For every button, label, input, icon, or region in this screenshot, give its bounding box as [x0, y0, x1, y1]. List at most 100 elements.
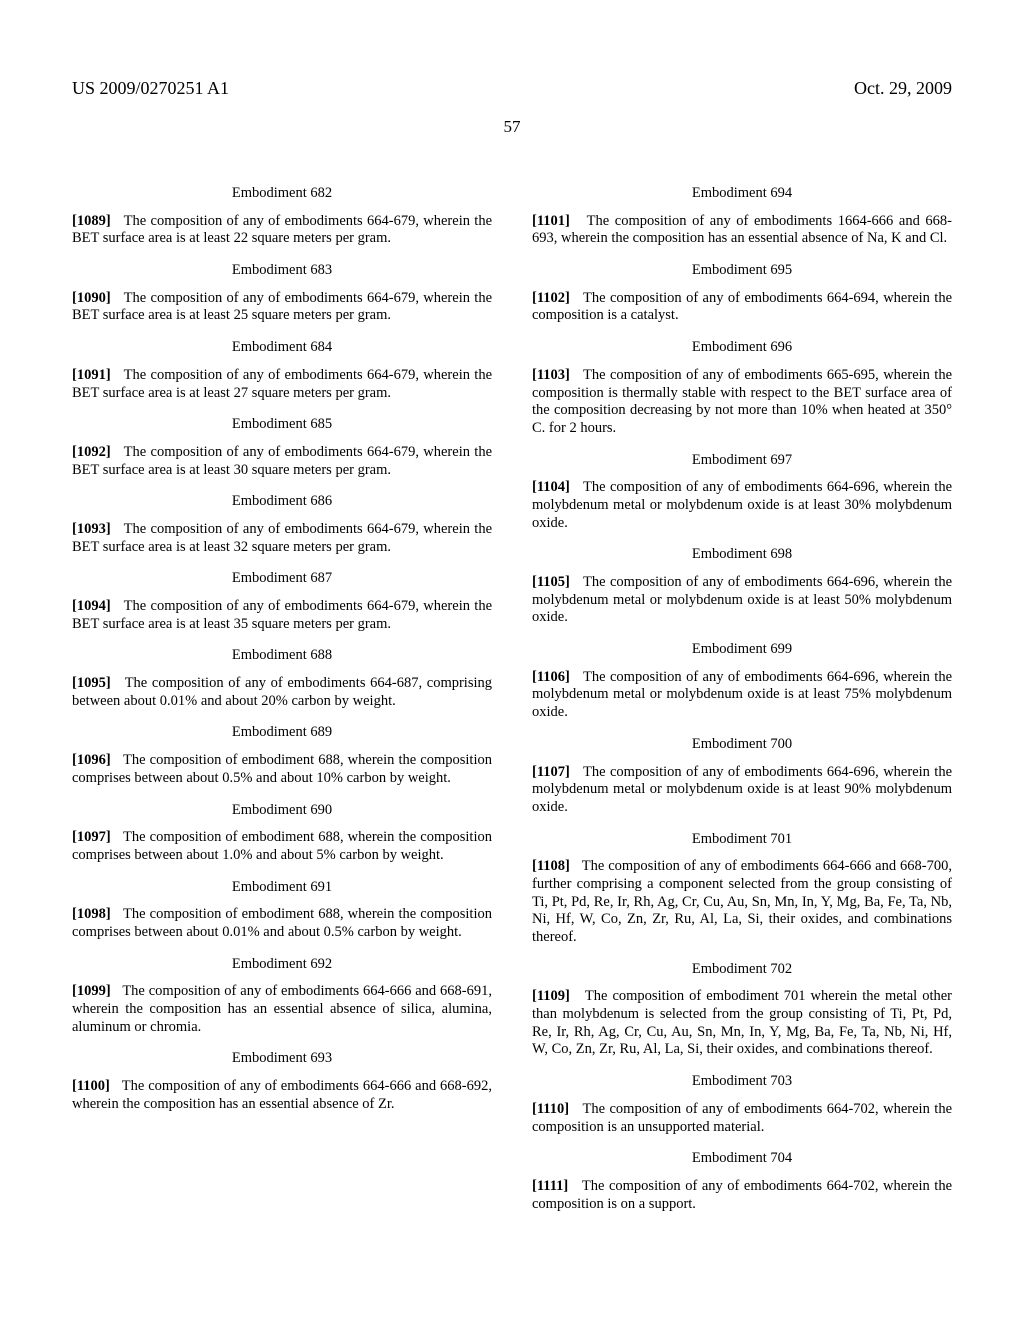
left-column: Embodiment 682 [1089] The composition of …: [72, 171, 492, 1217]
paragraph-text: The composition of any of embodiments 66…: [532, 1178, 952, 1212]
embodiment-paragraph: [1091] The composition of any of embodim…: [72, 367, 492, 402]
embodiment-title: Embodiment 698: [532, 546, 952, 564]
paragraph-number: [1094]: [72, 598, 111, 614]
embodiment-paragraph: [1096] The composition of embodiment 688…: [72, 752, 492, 787]
embodiment-title: Embodiment 702: [532, 961, 952, 979]
paragraph-number: [1102]: [532, 290, 570, 306]
paragraph-number: [1110]: [532, 1101, 569, 1117]
embodiment-title: Embodiment 697: [532, 452, 952, 470]
paragraph-number: [1109]: [532, 988, 570, 1004]
paragraph-text: The composition of any of embodiments 66…: [532, 764, 952, 815]
embodiment-title: Embodiment 701: [532, 831, 952, 849]
embodiment-paragraph: [1099] The composition of any of embodim…: [72, 983, 492, 1036]
paragraph-text: The composition of any of embodiments 66…: [72, 1078, 492, 1112]
embodiment-paragraph: [1102] The composition of any of embodim…: [532, 290, 952, 325]
paragraph-number: [1098]: [72, 906, 111, 922]
paragraph-text: The composition of any of embodiments 66…: [532, 1101, 952, 1135]
paragraph-text: The composition of any of embodiments 66…: [72, 521, 492, 555]
paragraph-text: The composition of any of embodiments 66…: [72, 675, 492, 709]
page: US 2009/0270251 A1 Oct. 29, 2009 57 Embo…: [0, 0, 1024, 1320]
paragraph-number: [1111]: [532, 1178, 568, 1194]
publication-number: US 2009/0270251 A1: [72, 78, 229, 99]
embodiment-paragraph: [1104] The composition of any of embodim…: [532, 479, 952, 532]
paragraph-text: The composition of any of embodiments 66…: [532, 669, 952, 720]
embodiment-paragraph: [1094] The composition of any of embodim…: [72, 598, 492, 633]
embodiment-title: Embodiment 694: [532, 185, 952, 203]
paragraph-number: [1105]: [532, 574, 570, 590]
embodiment-title: Embodiment 684: [72, 339, 492, 357]
paragraph-number: [1097]: [72, 829, 111, 845]
paragraph-text: The composition of embodiment 688, where…: [72, 829, 492, 863]
embodiment-paragraph: [1110] The composition of any of embodim…: [532, 1101, 952, 1136]
paragraph-number: [1108]: [532, 858, 570, 874]
embodiment-title: Embodiment 695: [532, 262, 952, 280]
paragraph-number: [1089]: [72, 213, 111, 229]
paragraph-number: [1106]: [532, 669, 570, 685]
embodiment-paragraph: [1089] The composition of any of embodim…: [72, 213, 492, 248]
embodiment-paragraph: [1090] The composition of any of embodim…: [72, 290, 492, 325]
embodiment-paragraph: [1093] The composition of any of embodim…: [72, 521, 492, 556]
embodiment-title: Embodiment 699: [532, 641, 952, 659]
paragraph-text: The composition of any of embodiments 66…: [72, 367, 492, 401]
paragraph-number: [1107]: [532, 764, 570, 780]
paragraph-text: The composition of any of embodiments 66…: [72, 598, 492, 632]
embodiment-paragraph: [1108] The composition of any of embodim…: [532, 858, 952, 946]
paragraph-number: [1101]: [532, 213, 570, 229]
embodiment-title: Embodiment 690: [72, 802, 492, 820]
embodiment-title: Embodiment 682: [72, 185, 492, 203]
paragraph-text: The composition of any of embodiments 66…: [532, 574, 952, 625]
paragraph-number: [1095]: [72, 675, 111, 691]
embodiment-paragraph: [1101] The composition of any of embodim…: [532, 213, 952, 248]
paragraph-text: The composition of any of embodiments 66…: [532, 479, 952, 530]
embodiment-paragraph: [1107] The composition of any of embodim…: [532, 764, 952, 817]
embodiment-paragraph: [1103] The composition of any of embodim…: [532, 367, 952, 438]
publication-date: Oct. 29, 2009: [854, 78, 952, 99]
embodiment-title: Embodiment 685: [72, 416, 492, 434]
embodiment-title: Embodiment 691: [72, 879, 492, 897]
page-header: US 2009/0270251 A1 Oct. 29, 2009: [72, 78, 952, 99]
paragraph-number: [1103]: [532, 367, 570, 383]
paragraph-text: The composition of embodiment 701 wherei…: [532, 988, 952, 1057]
paragraph-number: [1092]: [72, 444, 111, 460]
embodiment-title: Embodiment 692: [72, 956, 492, 974]
paragraph-number: [1090]: [72, 290, 111, 306]
embodiment-title: Embodiment 683: [72, 262, 492, 280]
paragraph-number: [1104]: [532, 479, 570, 495]
paragraph-text: The composition of any of embodiments 66…: [72, 290, 492, 324]
embodiment-title: Embodiment 686: [72, 493, 492, 511]
paragraph-text: The composition of embodiment 688, where…: [72, 906, 492, 940]
paragraph-number: [1091]: [72, 367, 111, 383]
embodiment-paragraph: [1097] The composition of embodiment 688…: [72, 829, 492, 864]
paragraph-text: The composition of any of embodiments 66…: [72, 444, 492, 478]
paragraph-text: The composition of any of embodiments 66…: [532, 858, 952, 945]
paragraph-number: [1099]: [72, 983, 111, 999]
embodiment-title: Embodiment 693: [72, 1050, 492, 1068]
embodiment-title: Embodiment 688: [72, 647, 492, 665]
embodiment-paragraph: [1111] The composition of any of embodim…: [532, 1178, 952, 1213]
embodiment-paragraph: [1095] The composition of any of embodim…: [72, 675, 492, 710]
embodiment-paragraph: [1100] The composition of any of embodim…: [72, 1078, 492, 1113]
paragraph-text: The composition of any of embodiments 66…: [72, 213, 492, 247]
paragraph-text: The composition of any of embodiments 66…: [532, 290, 952, 324]
embodiment-title: Embodiment 696: [532, 339, 952, 357]
paragraph-number: [1093]: [72, 521, 111, 537]
paragraph-text: The composition of any of embodiments 66…: [72, 983, 492, 1034]
embodiment-paragraph: [1098] The composition of embodiment 688…: [72, 906, 492, 941]
embodiment-paragraph: [1092] The composition of any of embodim…: [72, 444, 492, 479]
right-column: Embodiment 694 [1101] The composition of …: [532, 171, 952, 1217]
embodiment-paragraph: [1105] The composition of any of embodim…: [532, 574, 952, 627]
embodiment-paragraph: [1106] The composition of any of embodim…: [532, 669, 952, 722]
paragraph-text: The composition of any of embodiments 66…: [532, 367, 952, 436]
paragraph-number: [1100]: [72, 1078, 110, 1094]
embodiment-title: Embodiment 687: [72, 570, 492, 588]
embodiment-title: Embodiment 703: [532, 1073, 952, 1091]
paragraph-text: The composition of any of embodiments 16…: [532, 213, 952, 247]
text-columns: Embodiment 682 [1089] The composition of …: [72, 171, 952, 1217]
page-number: 57: [72, 117, 952, 137]
paragraph-text: The composition of embodiment 688, where…: [72, 752, 492, 786]
embodiment-paragraph: [1109] The composition of embodiment 701…: [532, 988, 952, 1059]
embodiment-title: Embodiment 704: [532, 1150, 952, 1168]
paragraph-number: [1096]: [72, 752, 111, 768]
embodiment-title: Embodiment 700: [532, 736, 952, 754]
embodiment-title: Embodiment 689: [72, 724, 492, 742]
